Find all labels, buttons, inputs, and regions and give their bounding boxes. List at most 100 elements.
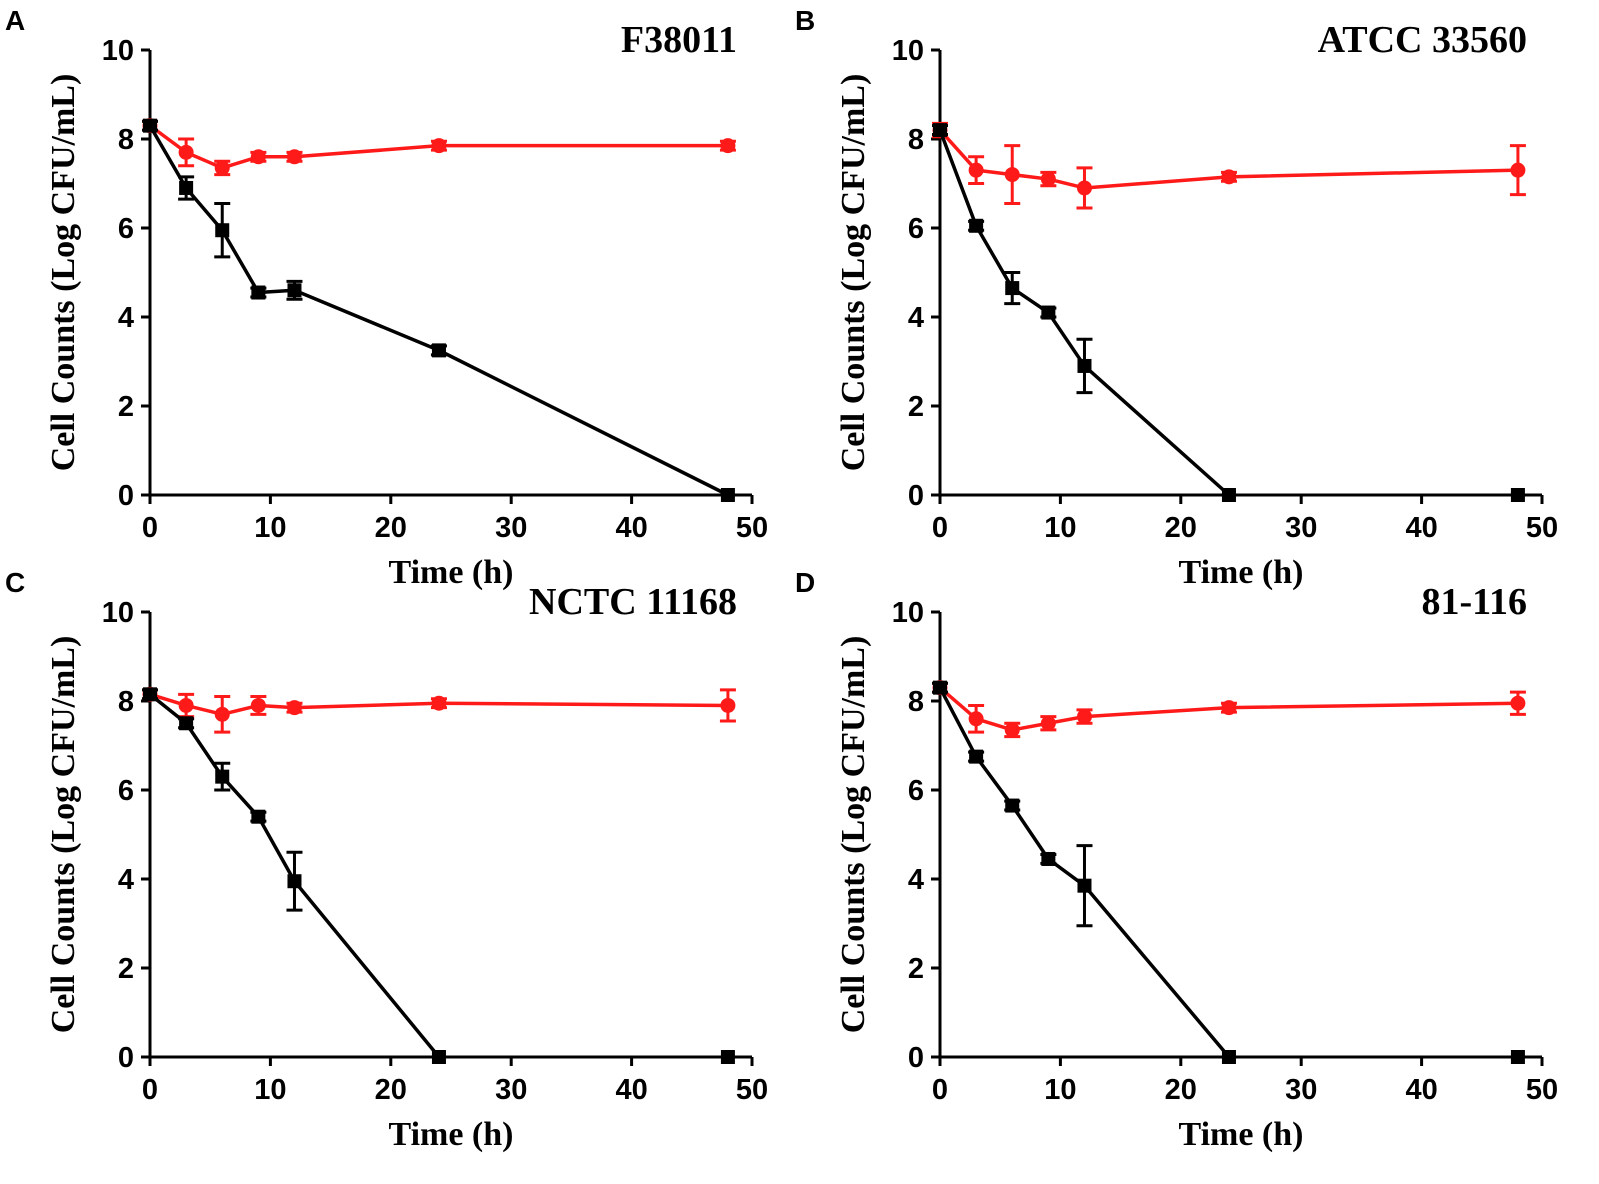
x-tick-label: 50 (736, 1074, 768, 1106)
data-point (431, 343, 446, 358)
y-tick-label: 6 (118, 213, 134, 245)
panel-a: A F38011 0 2 4 6 8 10 0 10 20 30 40 50 Time (h) Cell Co… (0, 0, 790, 591)
x-tick-label: 20 (1165, 512, 1197, 544)
y-axis-label: Cell Counts (Log CFU/mL) (835, 636, 872, 1034)
x-tick-label: 10 (1044, 512, 1076, 544)
chart-title: NCTC 11168 (529, 581, 737, 623)
chart-d: D 81-116 0 2 4 6 8 10 0 10 20 30 40 50 Time (h) Cell Co… (795, 567, 1558, 1153)
series-control (142, 686, 736, 734)
y-tick-label: 2 (118, 953, 134, 985)
data-point (1005, 798, 1020, 813)
chart-a: A F38011 0 2 4 6 8 10 0 10 20 30 40 50 Time (h) Cell Co… (5, 5, 768, 591)
panel-letter: B (795, 5, 815, 36)
y-tick-label: 6 (908, 775, 924, 807)
data-point (251, 285, 266, 300)
x-tick-label: 40 (615, 1074, 647, 1106)
x-tick-label: 20 (375, 1074, 407, 1106)
series-control (142, 118, 736, 177)
panel-letter: C (5, 567, 25, 598)
data-point (1076, 709, 1092, 725)
x-tick-label: 20 (1165, 1074, 1197, 1106)
y-tick-label: 4 (118, 302, 134, 334)
data-point (431, 1050, 446, 1064)
x-tick-label: 30 (1285, 1074, 1317, 1106)
data-point (968, 162, 984, 178)
chart-b: B ATCC 33560 0 2 4 6 8 10 0 10 20 30 40 50 Time (h) Cel… (795, 5, 1558, 591)
data-point (968, 711, 984, 727)
data-point (214, 706, 230, 722)
y-tick-label: 0 (118, 1042, 134, 1074)
data-point (1221, 169, 1237, 185)
data-point (431, 695, 447, 711)
data-point (143, 118, 157, 133)
chart-title: F38011 (621, 19, 737, 61)
series-line (938, 129, 1231, 497)
data-point (1510, 162, 1526, 178)
data-point (179, 180, 194, 195)
x-tick-label: 50 (736, 512, 768, 544)
data-point (1077, 358, 1092, 373)
data-point (287, 283, 302, 298)
data-point (214, 160, 230, 176)
data-point (1221, 700, 1237, 716)
x-tick-label: 0 (932, 1074, 948, 1106)
panel-c: C NCTC 11168 0 2 4 6 8 10 0 10 20 30 40 50 Time (h) Cel… (0, 562, 790, 1153)
data-point (251, 809, 266, 824)
x-tick-label: 30 (1285, 512, 1317, 544)
series-treated-48h (1510, 488, 1525, 502)
data-point (720, 488, 735, 502)
x-axis-label: Time (h) (389, 1116, 514, 1153)
y-tick-label: 8 (908, 124, 924, 156)
series-control (932, 121, 1526, 210)
x-tick-label: 10 (254, 512, 286, 544)
y-axis-label: Cell Counts (Log CFU/mL) (45, 636, 82, 1034)
data-point (250, 697, 266, 713)
series-treated (142, 687, 446, 1064)
axes (148, 50, 752, 497)
data-point (1040, 715, 1056, 731)
data-point (969, 749, 984, 764)
data-point (1041, 851, 1056, 866)
data-point (1004, 722, 1020, 738)
data-point (1077, 878, 1092, 893)
panel-letter: D (795, 567, 815, 598)
data-point (1510, 1050, 1525, 1064)
y-tick-label: 2 (118, 391, 134, 423)
series-treated (142, 118, 735, 502)
y-tick-label: 8 (908, 686, 924, 718)
y-tick-label: 6 (908, 213, 924, 245)
data-point (286, 700, 302, 716)
series-treated (932, 680, 1236, 1064)
chart-title: 81-116 (1421, 581, 1527, 623)
data-point (1221, 488, 1236, 502)
y-tick-label: 8 (118, 686, 134, 718)
data-point (431, 138, 447, 154)
y-tick-label: 0 (118, 480, 134, 512)
data-point (1076, 180, 1092, 196)
y-axis-label: Cell Counts (Log CFU/mL) (45, 74, 82, 472)
x-tick-label: 0 (142, 1074, 158, 1106)
y-tick-label: 10 (892, 597, 924, 629)
series-line (148, 124, 729, 497)
data-point (286, 149, 302, 165)
x-axis-label: Time (h) (389, 554, 514, 591)
data-point (720, 697, 736, 713)
series-treated-48h (1510, 1050, 1525, 1064)
data-point (1004, 167, 1020, 183)
x-tick-label: 20 (375, 512, 407, 544)
x-axis-label: Time (h) (1179, 1116, 1304, 1153)
x-tick-label: 30 (495, 1074, 527, 1106)
y-tick-label: 8 (118, 124, 134, 156)
data-point (720, 138, 736, 154)
data-point (178, 144, 194, 160)
y-axis-label: Cell Counts (Log CFU/mL) (835, 74, 872, 472)
y-tick-label: 0 (908, 480, 924, 512)
series-line (938, 686, 1231, 1059)
data-point (215, 223, 230, 238)
data-point (720, 1050, 735, 1064)
data-point (1005, 281, 1020, 296)
data-point (1510, 695, 1526, 711)
data-point (250, 149, 266, 165)
x-tick-label: 10 (254, 1074, 286, 1106)
x-axis-label: Time (h) (1179, 554, 1304, 591)
